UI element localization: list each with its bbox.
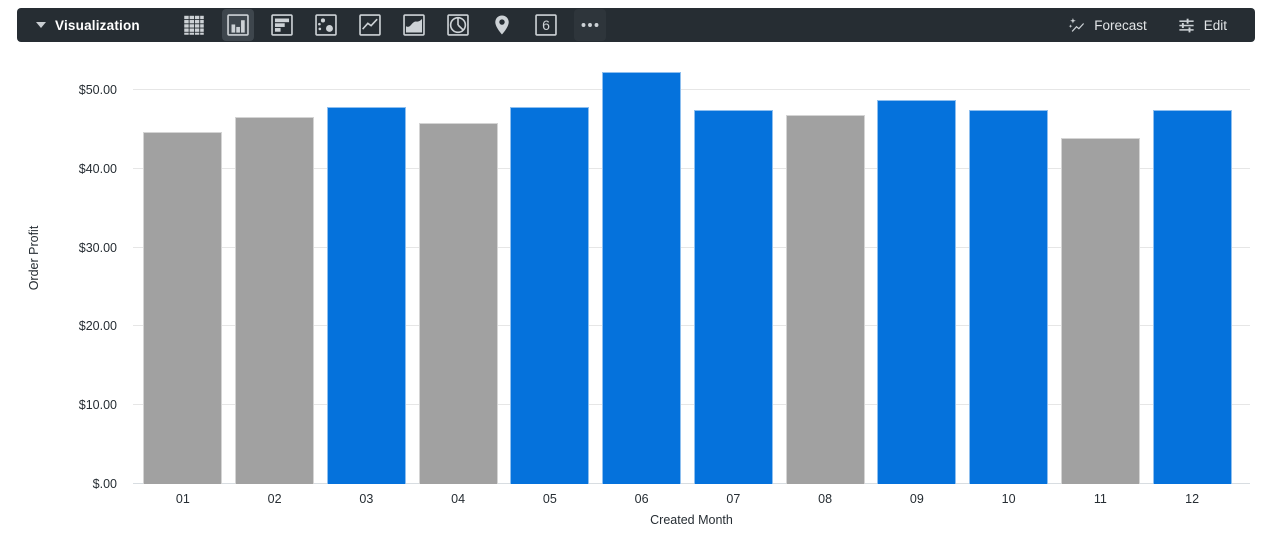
- bar-09[interactable]: [877, 100, 957, 484]
- edit-settings-icon: [1179, 18, 1194, 32]
- x-tick-label-03: 03: [359, 492, 374, 506]
- bar-05[interactable]: [510, 107, 590, 484]
- table-icon: [184, 15, 204, 35]
- bar-02[interactable]: [235, 116, 315, 484]
- chart-type-area-button[interactable]: [398, 9, 430, 41]
- bar-03[interactable]: [326, 107, 406, 484]
- column-chart-icon: [227, 14, 249, 36]
- bar-08[interactable]: [785, 115, 865, 484]
- bar-slot-09: [871, 60, 963, 484]
- gridline-40: [133, 167, 1250, 169]
- gridline-20: [133, 325, 1250, 327]
- bar-slot-07: [688, 60, 780, 484]
- y-tick-label: $50.00: [78, 82, 117, 97]
- bar-chart-icon: [271, 14, 293, 36]
- bar-slot-08: [779, 60, 871, 484]
- gridline-10: [133, 404, 1250, 406]
- bar-slot-03: [321, 60, 413, 484]
- ellipsis-icon: [581, 23, 599, 27]
- bar-slot-01: [137, 60, 229, 484]
- visualization-toolbar: Visualization: [17, 8, 1255, 42]
- pie-chart-icon: [447, 14, 469, 36]
- plot-area: [133, 60, 1250, 484]
- chart-type-table-button[interactable]: [178, 9, 210, 41]
- visualization-dropdown[interactable]: Visualization: [17, 8, 154, 42]
- x-tick-label-01: 01: [175, 492, 190, 506]
- forecast-sparkle-icon: [1068, 17, 1085, 32]
- line-chart-icon: [359, 14, 381, 36]
- bar-07[interactable]: [693, 109, 773, 484]
- bar-06[interactable]: [602, 71, 682, 484]
- bar-slot-12: [1146, 60, 1238, 484]
- forecast-label: Forecast: [1094, 17, 1147, 33]
- chart-type-icon-group: 6: [178, 9, 606, 41]
- chart-type-map-button[interactable]: [486, 9, 518, 41]
- y-tick-label: $30.00: [78, 240, 117, 255]
- edit-label: Edit: [1203, 17, 1227, 33]
- bars-row: [137, 60, 1238, 484]
- x-tick-label-06: 06: [634, 492, 649, 506]
- x-tick-label-07: 07: [726, 492, 741, 506]
- bar-04[interactable]: [418, 123, 498, 484]
- chart-type-single-value-button[interactable]: 6: [530, 9, 562, 41]
- chart-type-bar-button[interactable]: [266, 9, 298, 41]
- scatter-chart-icon: [315, 14, 337, 36]
- chart-type-pie-button[interactable]: [442, 9, 474, 41]
- y-tick-label: $10.00: [78, 398, 117, 413]
- chevron-down-icon: [36, 22, 46, 28]
- x-tick-label-05: 05: [542, 492, 557, 506]
- gridline-50: [133, 88, 1250, 90]
- chart-type-scatter-button[interactable]: [310, 9, 342, 41]
- y-tick-label: $20.00: [78, 319, 117, 334]
- y-tick-label: $.00: [92, 477, 117, 491]
- x-tick-label-11: 11: [1093, 492, 1107, 506]
- y-tick-label: $40.00: [78, 161, 117, 176]
- bar-slot-10: [963, 60, 1055, 484]
- edit-button[interactable]: Edit: [1167, 10, 1237, 41]
- x-tick-label-12: 12: [1185, 492, 1200, 506]
- chart-type-line-button[interactable]: [354, 9, 386, 41]
- toolbar-title: Visualization: [55, 17, 140, 33]
- x-axis-title: Created Month: [650, 513, 733, 527]
- bar-slot-11: [1055, 60, 1147, 484]
- bar-01[interactable]: [143, 131, 223, 484]
- bar-slot-05: [504, 60, 596, 484]
- x-tick-label-02: 02: [267, 492, 282, 506]
- svg-text:6: 6: [542, 17, 550, 33]
- bar-chart: Order Profit $.00 $10.00 $20.00 $30.00 $40.0…: [0, 42, 1272, 560]
- bar-11[interactable]: [1060, 138, 1140, 484]
- bar-slot-04: [412, 60, 504, 484]
- x-tick-label-09: 09: [909, 492, 924, 506]
- forecast-button[interactable]: Forecast: [1057, 10, 1157, 41]
- bar-10[interactable]: [969, 109, 1049, 484]
- bar-12[interactable]: [1152, 109, 1232, 484]
- area-chart-icon: [403, 14, 425, 36]
- gridline-30: [133, 246, 1250, 248]
- y-axis-tick-labels: $.00 $10.00 $20.00 $30.00 $40.00 $50.00: [0, 60, 117, 491]
- toolbar-right-group: Forecast Edit: [1057, 10, 1255, 41]
- bar-slot-06: [596, 60, 688, 484]
- gridline-0: [133, 483, 1250, 484]
- chart-type-column-button[interactable]: [221, 9, 254, 41]
- x-tick-label-04: 04: [451, 492, 466, 506]
- chart-type-more-button[interactable]: [573, 9, 606, 41]
- single-value-icon: 6: [535, 14, 557, 36]
- x-axis-tick-labels: 01 02 03 04 05 06 07 08 09 10 11 12: [137, 492, 1238, 506]
- x-tick-label-10: 10: [1001, 492, 1016, 506]
- map-pin-icon: [495, 15, 509, 35]
- bar-slot-02: [229, 60, 321, 484]
- x-tick-label-08: 08: [818, 492, 833, 506]
